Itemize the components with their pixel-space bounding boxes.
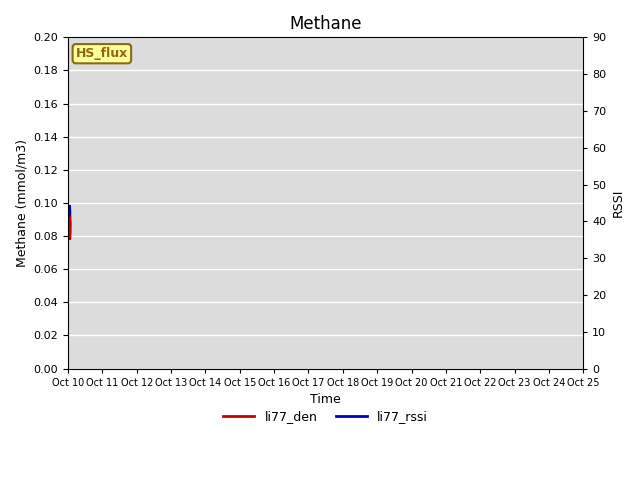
Text: HS_flux: HS_flux — [76, 47, 128, 60]
X-axis label: Time: Time — [310, 393, 341, 406]
Title: Methane: Methane — [289, 15, 362, 33]
Y-axis label: Methane (mmol/m3): Methane (mmol/m3) — [15, 139, 28, 267]
Y-axis label: RSSI: RSSI — [612, 189, 625, 217]
Legend: li77_den, li77_rssi: li77_den, li77_rssi — [218, 406, 433, 429]
